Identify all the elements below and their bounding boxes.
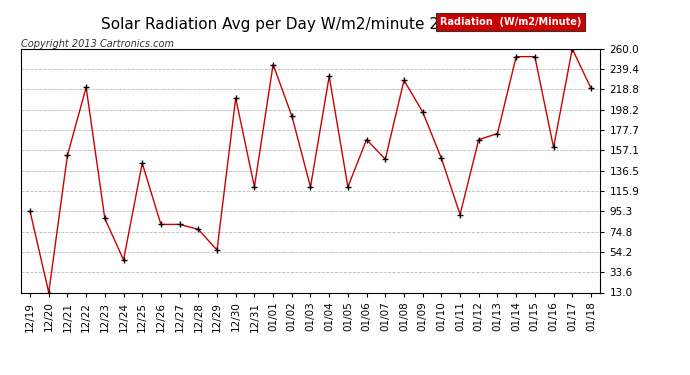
Text: Solar Radiation Avg per Day W/m2/minute 20130118: Solar Radiation Avg per Day W/m2/minute …: [101, 17, 506, 32]
Text: Radiation  (W/m2/Minute): Radiation (W/m2/Minute): [440, 17, 581, 27]
Text: Copyright 2013 Cartronics.com: Copyright 2013 Cartronics.com: [21, 39, 174, 50]
